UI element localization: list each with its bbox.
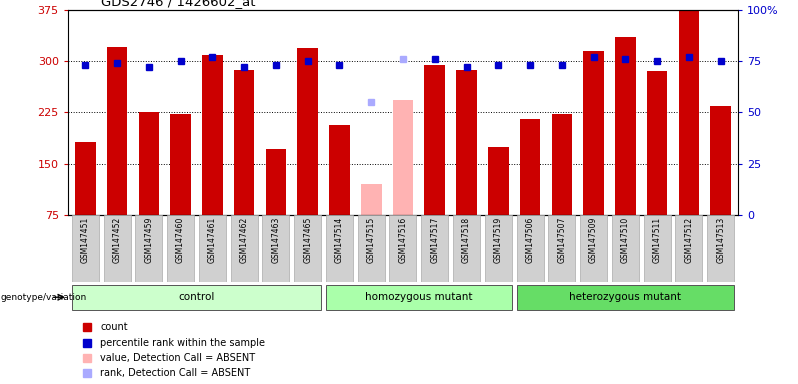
Text: GSM147465: GSM147465: [303, 217, 312, 263]
Bar: [456, 70, 477, 215]
Text: GSM147516: GSM147516: [398, 217, 408, 263]
Text: count: count: [101, 322, 128, 332]
Text: control: control: [178, 292, 215, 302]
Bar: [519, 119, 540, 215]
Text: heterozygous mutant: heterozygous mutant: [569, 292, 681, 302]
Text: GSM147463: GSM147463: [271, 217, 280, 263]
Bar: [488, 147, 508, 215]
Bar: [485, 215, 512, 282]
Text: homozygous mutant: homozygous mutant: [365, 292, 472, 302]
Bar: [678, 10, 699, 215]
Bar: [72, 215, 99, 282]
Bar: [136, 215, 162, 282]
Bar: [199, 215, 226, 282]
Bar: [548, 215, 575, 282]
Bar: [326, 285, 512, 310]
Bar: [516, 285, 734, 310]
Bar: [583, 51, 604, 215]
Bar: [104, 215, 131, 282]
Bar: [298, 48, 318, 215]
Bar: [139, 112, 159, 215]
Text: GSM147459: GSM147459: [144, 217, 153, 263]
Bar: [393, 100, 413, 215]
Text: percentile rank within the sample: percentile rank within the sample: [101, 338, 265, 348]
Bar: [421, 215, 448, 282]
Bar: [326, 215, 353, 282]
Bar: [675, 215, 702, 282]
Text: GSM147518: GSM147518: [462, 217, 471, 263]
Bar: [707, 215, 734, 282]
Text: rank, Detection Call = ABSENT: rank, Detection Call = ABSENT: [101, 368, 251, 378]
Bar: [389, 215, 417, 282]
Text: GSM147507: GSM147507: [557, 217, 567, 263]
Text: GSM147506: GSM147506: [526, 217, 535, 263]
Text: GSM147512: GSM147512: [685, 217, 693, 263]
Bar: [612, 215, 639, 282]
Bar: [647, 71, 667, 215]
Bar: [234, 70, 255, 215]
Text: GSM147519: GSM147519: [494, 217, 503, 263]
Bar: [425, 65, 445, 215]
Text: GSM147451: GSM147451: [81, 217, 90, 263]
Bar: [72, 285, 321, 310]
Text: GSM147514: GSM147514: [335, 217, 344, 263]
Text: GSM147517: GSM147517: [430, 217, 439, 263]
Text: GSM147515: GSM147515: [367, 217, 376, 263]
Bar: [710, 106, 731, 215]
Bar: [202, 55, 223, 215]
Bar: [75, 142, 96, 215]
Bar: [580, 215, 607, 282]
Bar: [266, 149, 286, 215]
Text: GSM147460: GSM147460: [176, 217, 185, 263]
Text: GSM147510: GSM147510: [621, 217, 630, 263]
Text: GSM147513: GSM147513: [716, 217, 725, 263]
Text: GSM147462: GSM147462: [239, 217, 249, 263]
Bar: [294, 215, 321, 282]
Bar: [263, 215, 290, 282]
Bar: [231, 215, 258, 282]
Text: GSM147509: GSM147509: [589, 217, 598, 263]
Text: value, Detection Call = ABSENT: value, Detection Call = ABSENT: [101, 353, 255, 363]
Bar: [551, 114, 572, 215]
Text: GSM147452: GSM147452: [113, 217, 121, 263]
Bar: [361, 184, 381, 215]
Text: genotype/variation: genotype/variation: [1, 293, 87, 302]
Bar: [453, 215, 480, 282]
Bar: [516, 215, 543, 282]
Bar: [329, 125, 350, 215]
Bar: [644, 215, 670, 282]
Bar: [615, 37, 636, 215]
Text: GDS2746 / 1426602_at: GDS2746 / 1426602_at: [101, 0, 256, 8]
Text: GSM147511: GSM147511: [653, 217, 662, 263]
Bar: [107, 47, 128, 215]
Bar: [170, 114, 191, 215]
Text: GSM147461: GSM147461: [207, 217, 217, 263]
Bar: [358, 215, 385, 282]
Bar: [167, 215, 194, 282]
